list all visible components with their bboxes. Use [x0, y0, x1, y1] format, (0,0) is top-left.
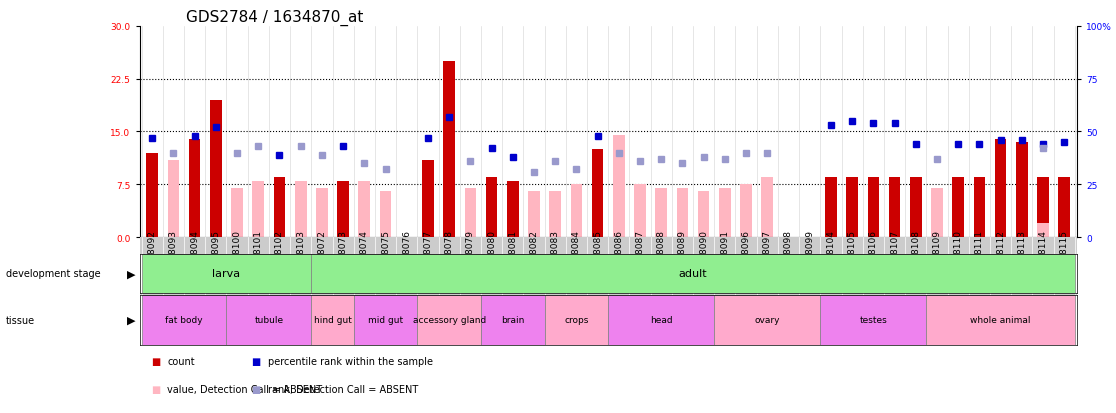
Bar: [189, 139, 201, 237]
Bar: [825, 178, 837, 237]
Bar: [926, 295, 1075, 345]
Bar: [354, 295, 417, 345]
Bar: [481, 295, 545, 345]
Bar: [820, 295, 926, 345]
Bar: [545, 295, 608, 345]
Bar: [485, 178, 498, 237]
Text: adult: adult: [679, 268, 708, 279]
Text: whole animal: whole animal: [970, 316, 1031, 325]
Bar: [273, 178, 286, 237]
Bar: [210, 100, 222, 237]
Bar: [337, 181, 349, 237]
Bar: [867, 178, 879, 237]
Bar: [507, 181, 519, 237]
Text: hind gut: hind gut: [314, 316, 352, 325]
Bar: [952, 178, 964, 237]
Bar: [358, 181, 371, 237]
Bar: [714, 295, 820, 345]
Text: ■: ■: [251, 356, 260, 366]
Bar: [252, 181, 264, 237]
Text: accessory gland: accessory gland: [413, 316, 485, 325]
Text: tissue: tissue: [6, 315, 35, 325]
Bar: [931, 188, 943, 237]
Bar: [676, 188, 689, 237]
Bar: [973, 178, 985, 237]
Bar: [142, 295, 227, 345]
Bar: [549, 192, 561, 237]
Bar: [311, 295, 354, 345]
Text: value, Detection Call = ABSENT: value, Detection Call = ABSENT: [167, 385, 323, 394]
Text: ▶: ▶: [127, 315, 136, 325]
Bar: [231, 188, 243, 237]
Text: GDS2784 / 1634870_at: GDS2784 / 1634870_at: [186, 9, 364, 26]
Bar: [311, 254, 1075, 293]
Text: ■: ■: [151, 385, 160, 394]
Bar: [888, 178, 901, 237]
Bar: [1037, 178, 1049, 237]
Bar: [417, 295, 481, 345]
Text: crops: crops: [565, 316, 588, 325]
Bar: [167, 160, 180, 237]
Text: testes: testes: [859, 316, 887, 325]
Bar: [846, 178, 858, 237]
Text: count: count: [167, 356, 195, 366]
Bar: [613, 135, 625, 237]
Bar: [655, 188, 667, 237]
Bar: [295, 181, 307, 237]
Text: percentile rank within the sample: percentile rank within the sample: [268, 356, 433, 366]
Bar: [379, 192, 392, 237]
Text: brain: brain: [501, 316, 525, 325]
Text: ■: ■: [151, 356, 160, 366]
Bar: [719, 188, 731, 237]
Text: head: head: [650, 316, 673, 325]
Text: ovary: ovary: [754, 316, 780, 325]
Text: development stage: development stage: [6, 268, 100, 279]
Bar: [761, 178, 773, 237]
Bar: [528, 192, 540, 237]
Bar: [994, 139, 1007, 237]
Bar: [740, 185, 752, 237]
Bar: [698, 192, 710, 237]
Bar: [422, 160, 434, 237]
Bar: [634, 185, 646, 237]
Bar: [591, 150, 604, 237]
Text: fat body: fat body: [165, 316, 203, 325]
Bar: [464, 188, 477, 237]
Bar: [1016, 143, 1028, 237]
Text: mid gut: mid gut: [368, 316, 403, 325]
Text: tubule: tubule: [254, 316, 283, 325]
Bar: [608, 295, 714, 345]
Bar: [227, 295, 311, 345]
Bar: [570, 185, 583, 237]
Text: ■: ■: [251, 385, 260, 394]
Text: rank, Detection Call = ABSENT: rank, Detection Call = ABSENT: [268, 385, 418, 394]
Bar: [1058, 178, 1070, 237]
Bar: [316, 188, 328, 237]
Bar: [146, 153, 158, 237]
Bar: [443, 62, 455, 237]
Bar: [1037, 223, 1049, 237]
Text: larva: larva: [212, 268, 241, 279]
Bar: [910, 178, 922, 237]
Text: ▶: ▶: [127, 268, 136, 279]
Bar: [142, 254, 311, 293]
